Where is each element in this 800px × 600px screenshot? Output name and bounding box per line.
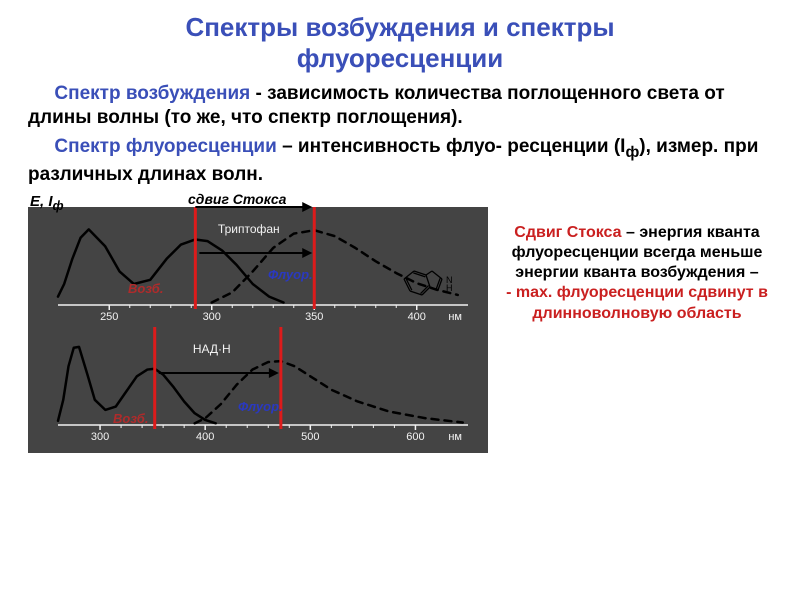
svg-text:НАД·H: НАД·H: [193, 342, 231, 356]
stokes-shift-label: сдвиг Стокса: [188, 191, 286, 207]
stokes-text-b: - max. флуоресценции сдвинут в длинновол…: [506, 284, 768, 321]
svg-text:400: 400: [196, 431, 214, 443]
title-line-2: флуоресценции: [28, 43, 772, 74]
svg-text:нм: нм: [448, 311, 462, 323]
slide: Спектры возбуждения и спектры флуоресцен…: [0, 0, 800, 600]
svg-text:600: 600: [406, 431, 424, 443]
slide-title: Спектры возбуждения и спектры флуоресцен…: [28, 12, 772, 74]
spectra-chart: 250 300 350 400 нм Триптофан 300 400 500 600 нм НАД…: [28, 193, 488, 453]
upper-exc-label: Возб.: [128, 281, 163, 296]
term-fluorescence: Спектр флуоресценции: [54, 136, 276, 157]
svg-text:H: H: [446, 283, 453, 293]
chart-area: E, Iф сдвиг Стокса Возб. Флуор. Возб. Фл…: [28, 193, 488, 458]
definition-fluorescence: Спектр флуоресценции – интенсивность флу…: [28, 135, 772, 187]
svg-text:500: 500: [301, 431, 319, 443]
def2-text-a: – интенсивность флуо- ресценции (I: [277, 136, 626, 157]
def2-sub: ф: [625, 143, 639, 160]
lower-em-label: Флуор.: [238, 399, 283, 414]
term-excitation: Спектр возбуждения: [54, 83, 250, 104]
svg-text:300: 300: [203, 311, 221, 323]
svg-text:Триптофан: Триптофан: [218, 222, 280, 236]
svg-text:250: 250: [100, 311, 118, 323]
stokes-term: Сдвиг Стокса: [514, 224, 621, 241]
upper-em-label: Флуор.: [268, 267, 313, 282]
svg-text:300: 300: [91, 431, 109, 443]
definitions-block: Спектр возбуждения - зависимость количес…: [28, 82, 772, 187]
content-row: E, Iф сдвиг Стокса Возб. Флуор. Возб. Фл…: [28, 193, 772, 458]
svg-text:нм: нм: [448, 431, 462, 443]
lower-exc-label: Возб.: [113, 411, 148, 426]
y-axis-label: E, Iф: [30, 193, 64, 213]
svg-text:350: 350: [305, 311, 323, 323]
definition-excitation: Спектр возбуждения - зависимость количес…: [28, 82, 772, 131]
stokes-explanation: Сдвиг Стокса – энергия кванта флуоресцен…: [502, 223, 772, 324]
svg-text:400: 400: [408, 311, 426, 323]
title-line-1: Спектры возбуждения и спектры: [28, 12, 772, 43]
